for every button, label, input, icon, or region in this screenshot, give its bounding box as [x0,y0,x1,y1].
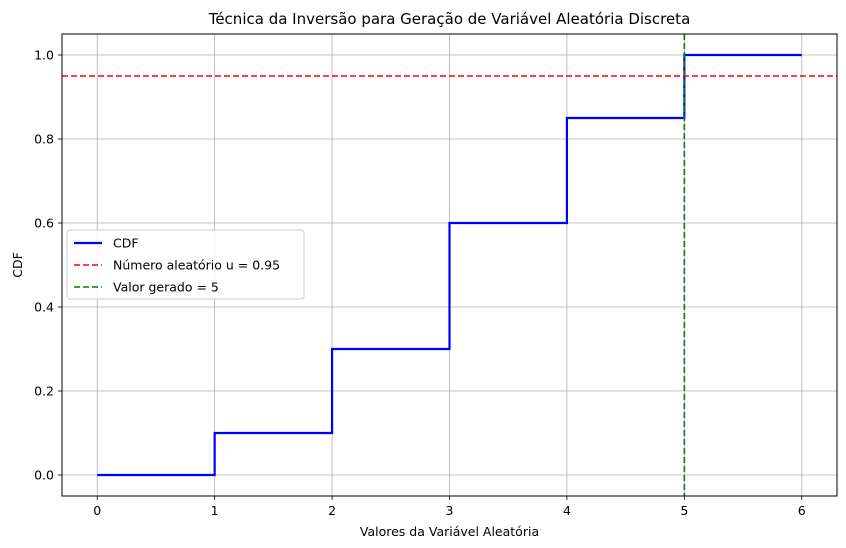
legend-box [66,229,305,300]
x-axis-label: Valores da Variável Aleatória [360,524,539,539]
y-tick-label: 0.0 [34,468,54,483]
x-tick-label: 1 [211,503,219,518]
y-tick-label: 0.6 [34,216,54,231]
legend-label: Número aleatório u = 0.95 [113,258,280,273]
y-tick-label: 0.2 [34,384,54,399]
x-tick-label: 2 [328,503,336,518]
x-tick-label: 6 [798,503,806,518]
chart-title: Técnica da Inversão para Geração de Vari… [208,10,691,28]
x-axis: 0 1 2 3 4 5 6 [93,496,806,518]
x-tick-label: 4 [563,503,571,518]
legend-label: CDF [113,236,139,251]
y-axis-label: CDF [10,252,25,278]
x-tick-label: 0 [93,503,101,518]
y-tick-label: 1.0 [34,48,54,63]
legend-label: Valor gerado = 5 [113,280,219,295]
legend: CDF Número aleatório u = 0.95 Valor gerado… [66,229,305,300]
x-tick-label: 5 [680,503,688,518]
x-tick-label: 3 [446,503,454,518]
y-tick-label: 0.8 [34,132,54,147]
y-tick-label: 0.4 [34,300,54,315]
y-axis: 0.0 0.2 0.4 0.6 0.8 1.0 [34,48,62,483]
series-layer [62,34,837,496]
